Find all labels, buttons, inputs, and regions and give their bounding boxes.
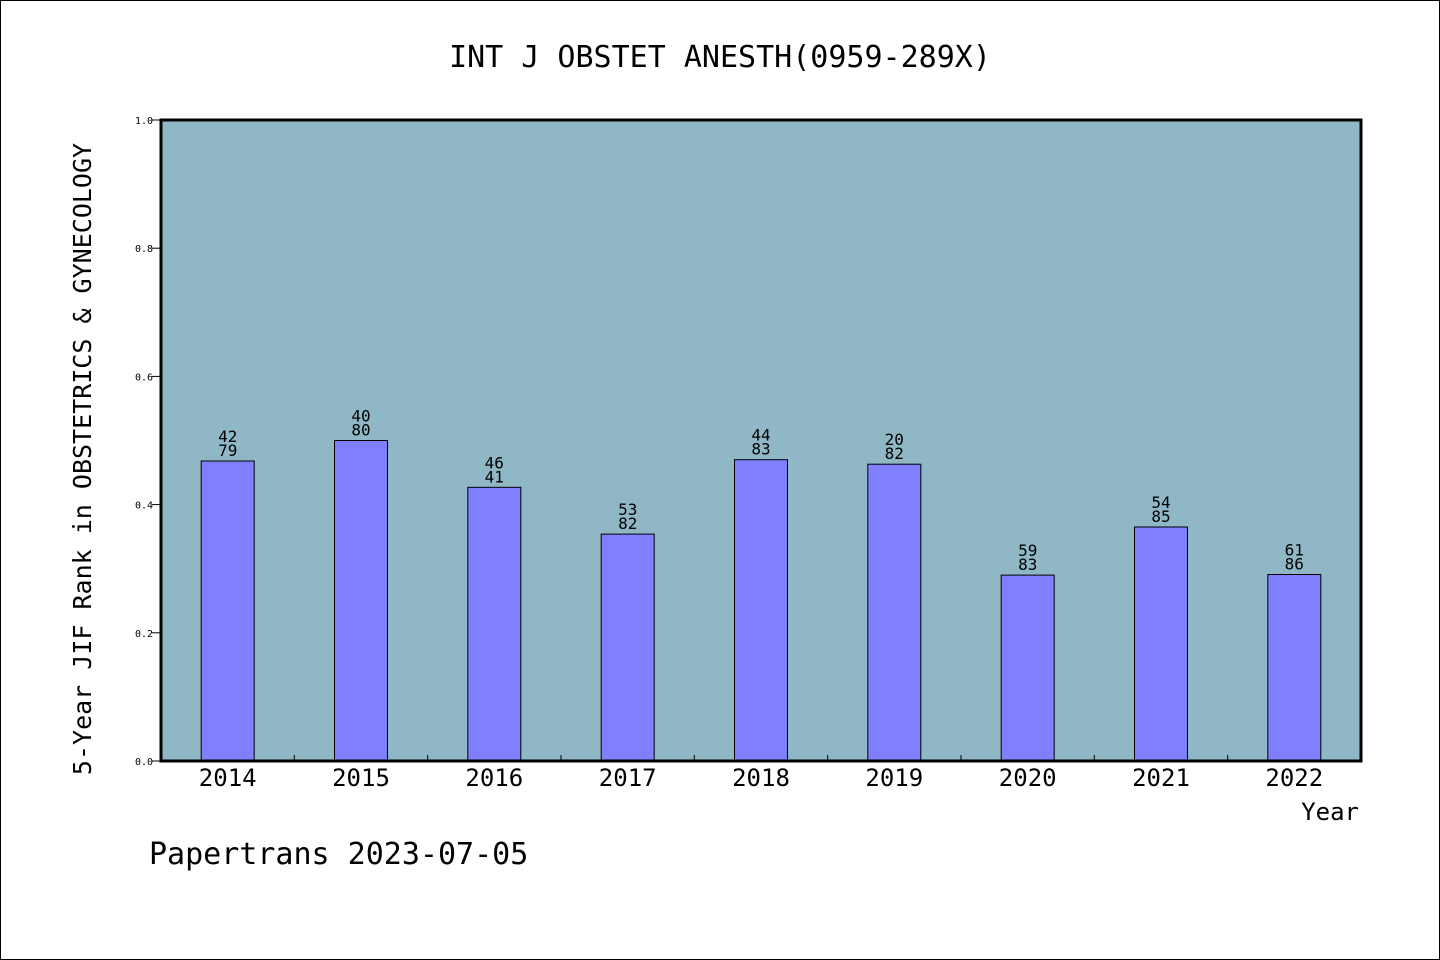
bar-2014	[200, 460, 255, 762]
y-tick-label: 0.8	[135, 244, 153, 255]
bar-2022	[1267, 574, 1322, 762]
x-tick-label-2016: 2016	[465, 764, 523, 792]
y-axis-label: 5-Year JIF Rank in OBSTETRICS & GYNECOLO…	[68, 143, 97, 775]
y-tick-label: 0.0	[135, 757, 153, 768]
x-tick-label-2021: 2021	[1132, 764, 1190, 792]
bar-label-top-2021: 54	[1151, 493, 1170, 512]
bar-label-bottom-2017: 82	[618, 514, 637, 533]
x-tick-label-2022: 2022	[1265, 764, 1323, 792]
bar-label-top-2018: 44	[751, 426, 770, 445]
bar-2015	[334, 440, 388, 762]
bar-label-bottom-2019: 82	[885, 444, 904, 463]
x-tick-label-2018: 2018	[732, 764, 790, 792]
x-axis-label: Year	[1301, 798, 1359, 826]
bar-label-bottom-2020: 83	[1018, 555, 1037, 574]
bar-label-bottom-2018: 83	[751, 440, 770, 459]
footer-credit: Papertrans 2023-07-05	[149, 837, 528, 872]
y-tick-label: 0.6	[135, 372, 153, 383]
chart-title: INT J OBSTET ANESTH(0959-289X)	[449, 40, 991, 75]
x-tick-label-2019: 2019	[865, 764, 923, 792]
plot-frame	[159, 118, 1363, 763]
bar-2021	[1134, 526, 1188, 762]
x-tick-label-2015: 2015	[332, 764, 390, 792]
x-tick-label-2020: 2020	[999, 764, 1057, 792]
x-tick-label-2017: 2017	[599, 764, 657, 792]
bar-label-bottom-2016: 41	[485, 467, 504, 486]
bar-label-top-2020: 59	[1018, 541, 1037, 560]
bar-label-bottom-2022: 86	[1285, 555, 1304, 574]
y-tick-label: 1.0	[135, 116, 153, 127]
bar-2017	[600, 533, 655, 762]
bar-2016	[467, 486, 522, 762]
bar-label-bottom-2021: 85	[1151, 507, 1170, 526]
ticks-layer: 2014 2015 2016 2017 2018 2019 2020 2021 2022 0.0 0…	[135, 116, 1323, 792]
bar-label-top-2015: 40	[351, 407, 370, 426]
y-tick-label: 0.2	[135, 629, 153, 640]
bar-2019	[867, 463, 922, 762]
bar-label-top-2022: 61	[1285, 541, 1304, 560]
x-tick-label-2014: 2014	[199, 764, 257, 792]
bar-2018	[734, 459, 788, 762]
bar-2020	[1000, 574, 1055, 762]
bar-label-bottom-2015: 80	[351, 421, 370, 440]
bar-label-top-2016: 46	[485, 453, 504, 472]
bar-label-top-2019: 20	[885, 430, 904, 449]
bar-label-top-2017: 53	[618, 500, 637, 519]
bar-label-bottom-2014: 79	[218, 441, 237, 460]
y-tick-label: 0.4	[135, 501, 153, 512]
bar-label-top-2014: 42	[218, 427, 237, 446]
